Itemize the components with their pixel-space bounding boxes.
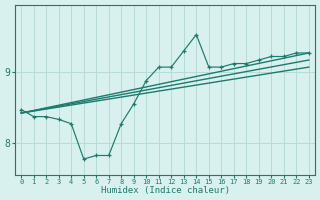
X-axis label: Humidex (Indice chaleur): Humidex (Indice chaleur) <box>100 186 229 195</box>
